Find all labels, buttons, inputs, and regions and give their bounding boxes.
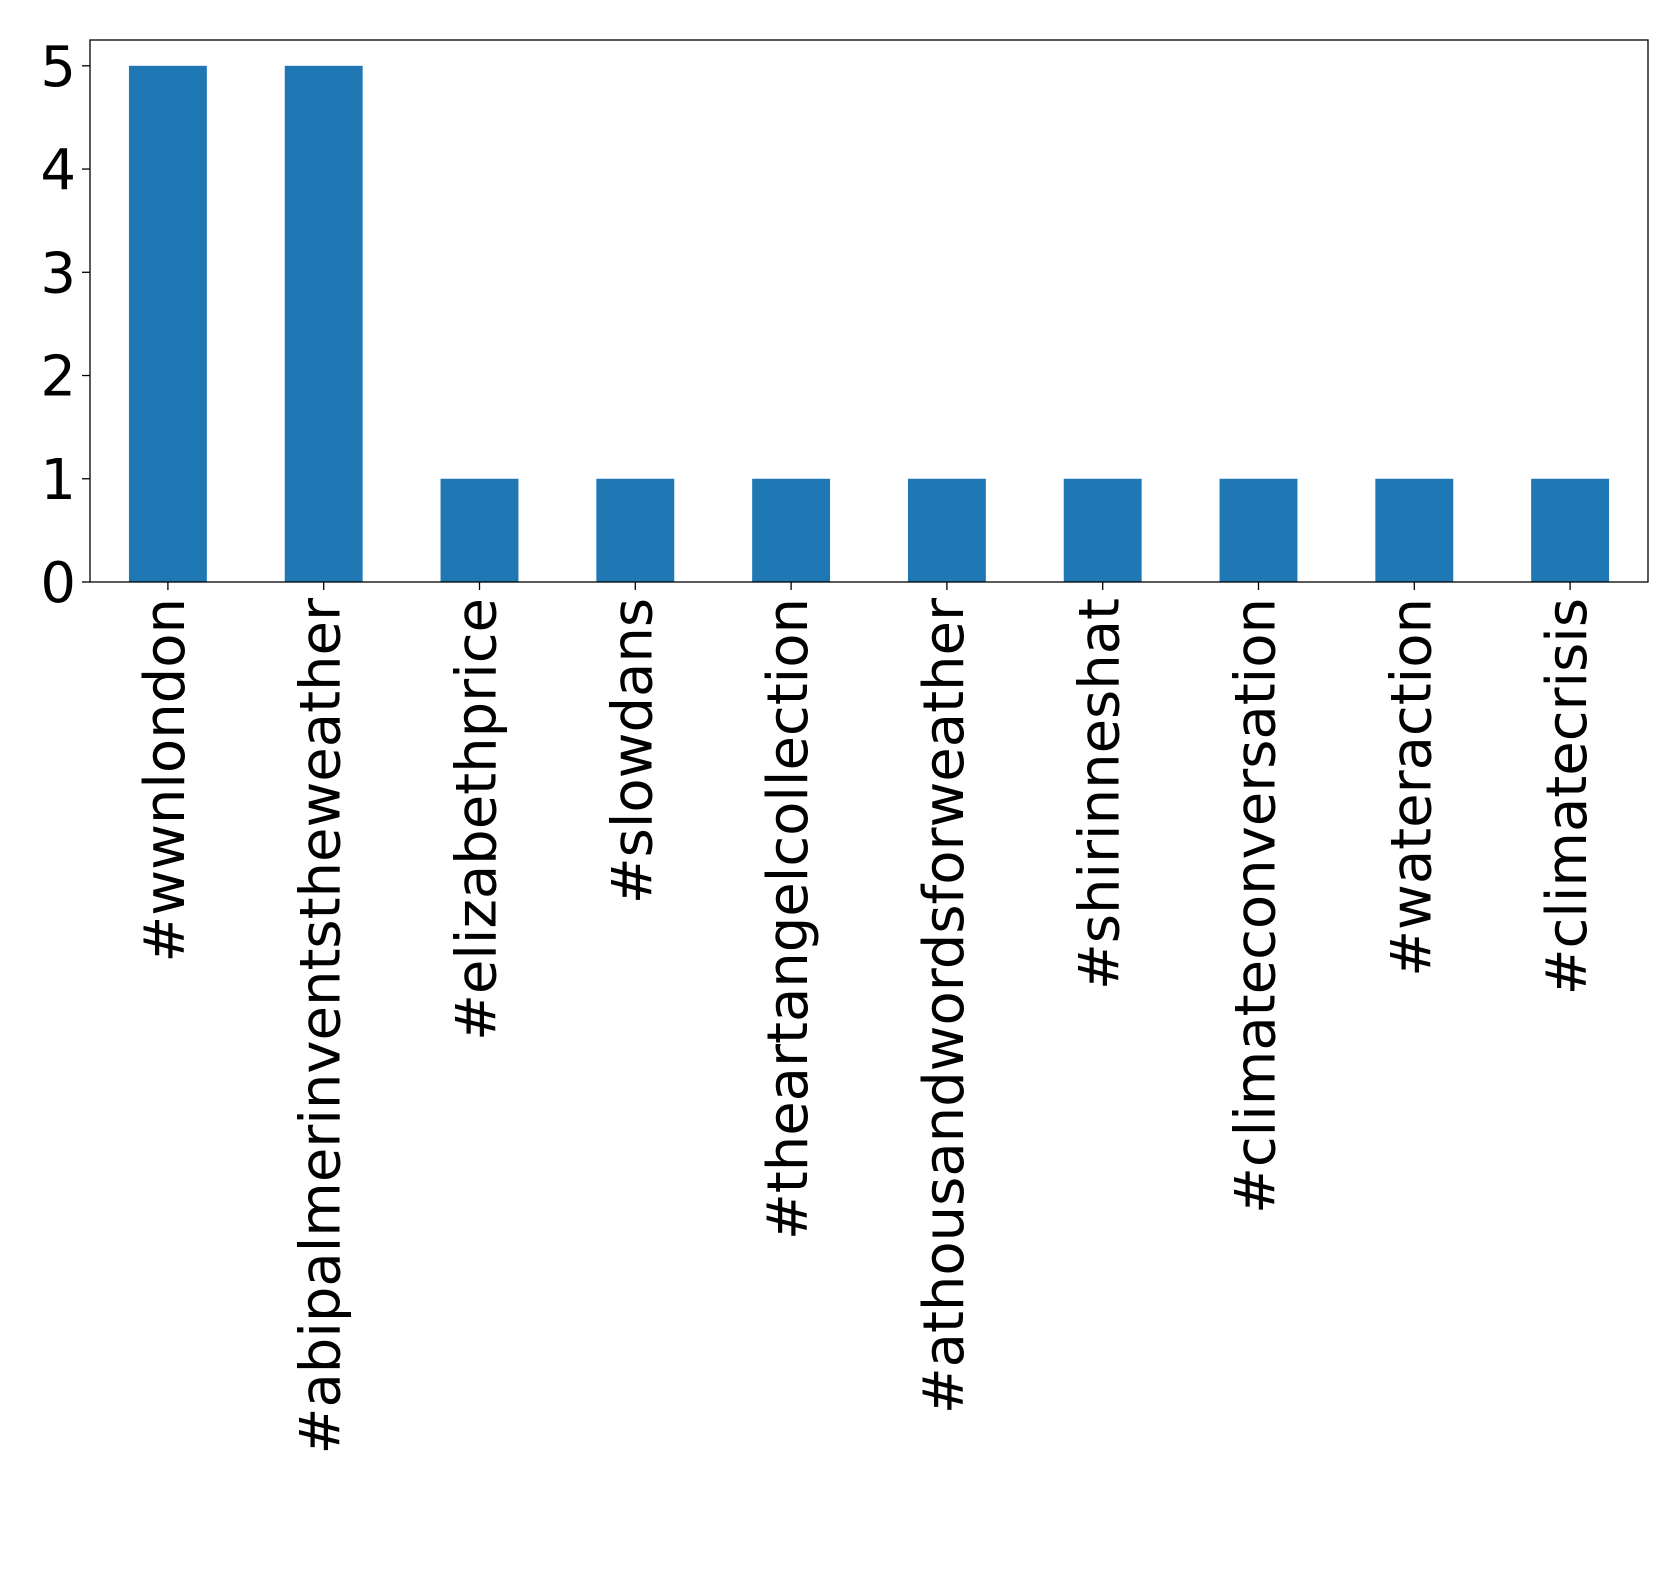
y-tick-label-2: 2 xyxy=(40,345,76,410)
bar-5 xyxy=(907,478,986,582)
x-tick-label-2: #elizabethprice xyxy=(445,598,510,1041)
bars-layer xyxy=(128,65,1610,583)
x-tick-label-0: #wwnlondon xyxy=(133,598,198,963)
bar-6 xyxy=(1063,478,1142,582)
y-tick-label-5: 5 xyxy=(40,35,76,100)
bar-9 xyxy=(1531,478,1610,582)
y-tick-label-0: 0 xyxy=(40,551,76,616)
bar-7 xyxy=(1219,478,1298,582)
y-tick-label-4: 4 xyxy=(40,138,76,203)
x-tick-label-4: #theartangelcollection xyxy=(756,598,821,1240)
x-tick-label-3: #slowdans xyxy=(600,598,665,904)
x-axis: #wwnlondon #abipalmerinventstheweather #el… xyxy=(133,582,1600,1454)
y-tick-label-1: 1 xyxy=(40,448,76,513)
bar-2 xyxy=(440,478,519,582)
bar-0 xyxy=(128,65,207,583)
x-tick-label-1: #abipalmerinventstheweather xyxy=(289,597,354,1454)
bar-4 xyxy=(752,478,831,582)
bar-8 xyxy=(1375,478,1454,582)
x-tick-label-5: #athousandwordsforweather xyxy=(912,597,977,1414)
bar-1 xyxy=(284,65,363,583)
x-tick-label-6: #shirinneshat xyxy=(1068,598,1133,990)
x-tick-label-8: #wateraction xyxy=(1379,598,1444,977)
y-tick-label-3: 3 xyxy=(40,241,76,306)
bar-3 xyxy=(596,478,675,582)
x-tick-label-7: #climateconversation xyxy=(1224,598,1289,1214)
x-tick-label-9: #climatecrisis xyxy=(1535,598,1600,995)
y-axis: 0 1 2 3 4 5 xyxy=(40,35,90,616)
plot-frame xyxy=(89,39,1649,583)
